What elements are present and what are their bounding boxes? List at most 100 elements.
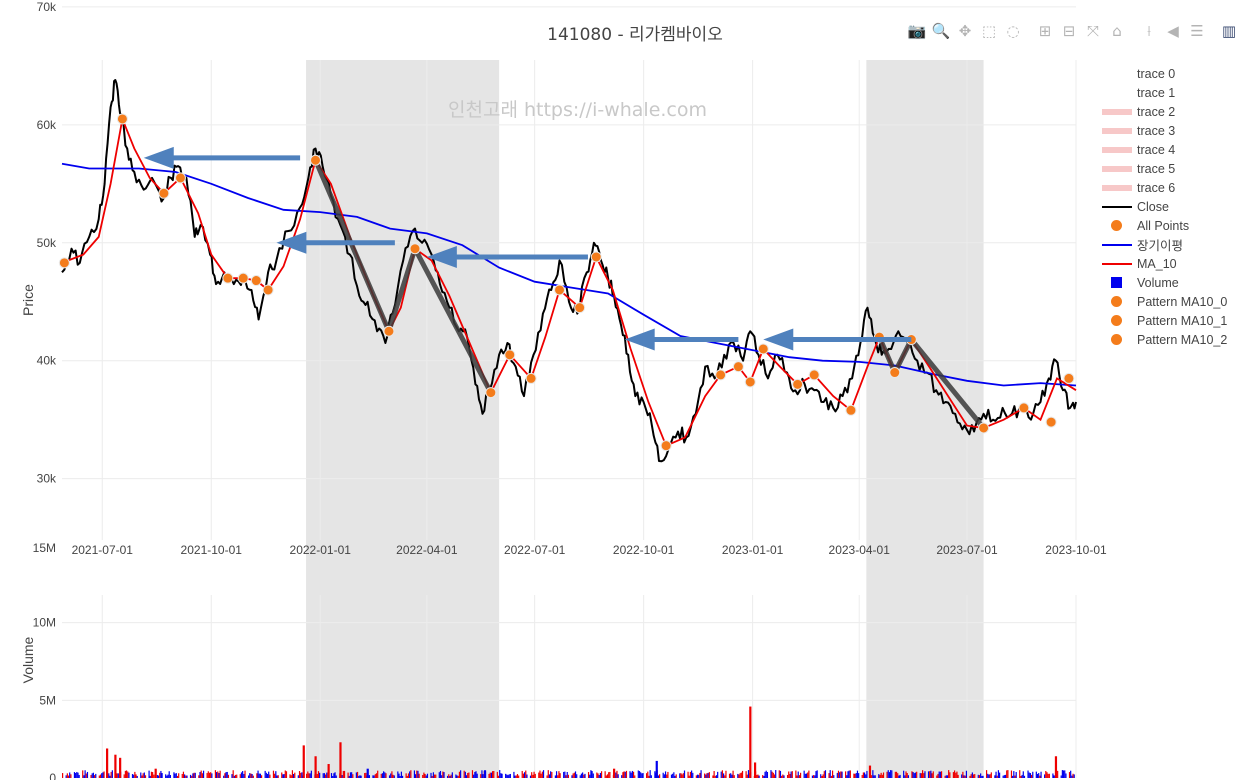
volume-bar-small (647, 771, 649, 778)
pan-icon[interactable]: ✥ (958, 22, 972, 40)
volume-bar-small (592, 773, 594, 778)
pattern-point (222, 272, 234, 284)
volume-bar-small (91, 773, 93, 778)
volume-bar-small (174, 773, 176, 778)
watermark: 인천고래 https://i-whale.com (448, 99, 708, 121)
volume-bar-small (882, 772, 885, 778)
legend-item[interactable]: trace 0 (1100, 64, 1227, 83)
volume-bar-small (839, 772, 841, 778)
volume-bar-small (741, 770, 744, 778)
volume-bar-small (359, 775, 361, 778)
legend-item[interactable]: trace 6 (1100, 178, 1227, 197)
spike-lines-icon[interactable]: ⟊ (1147, 22, 1151, 40)
legend-item[interactable]: trace 1 (1100, 83, 1227, 102)
volume-bar (114, 754, 117, 778)
volume-bar-small (392, 774, 394, 778)
legend-item[interactable]: Volume (1100, 273, 1227, 292)
pattern-point (485, 387, 497, 399)
volume-bar-small (83, 775, 85, 778)
legend-item[interactable]: Close (1100, 197, 1227, 216)
legend-item[interactable]: 장기이평 (1100, 235, 1227, 254)
legend-item[interactable]: trace 2 (1100, 102, 1227, 121)
legend-label: trace 2 (1137, 104, 1176, 119)
volume-bar-small (175, 773, 177, 778)
volume-bar-small (720, 771, 722, 778)
volume-bar-small (76, 771, 78, 778)
volume-bar-small (813, 775, 815, 778)
volume-bar-small (670, 774, 673, 778)
volume-bar-small (924, 771, 926, 778)
zoom-out-icon[interactable]: ⊟ (1062, 22, 1076, 40)
pattern-point (660, 440, 672, 452)
legend-symbol (1100, 121, 1134, 140)
volume-bar-small (691, 770, 693, 778)
volume-bar-small (332, 775, 334, 778)
hover-compare-icon[interactable]: ☰ (1190, 22, 1204, 40)
volume-bar-small (845, 771, 847, 778)
volume-bar-small (589, 774, 591, 778)
volume-bar-small (281, 772, 283, 778)
lasso-select-icon[interactable]: ◌ (1006, 22, 1020, 40)
legend-symbol (1100, 330, 1134, 349)
volume-bar-small (1036, 773, 1039, 778)
camera-icon[interactable]: 📷 (907, 22, 927, 40)
volume-bar-small (631, 770, 633, 778)
legend-item[interactable]: trace 5 (1100, 159, 1227, 178)
volume-bar-small (717, 771, 719, 778)
volume-bar-small (576, 774, 578, 778)
legend-item[interactable]: All Points (1100, 216, 1227, 235)
volume-bar-small (946, 775, 949, 778)
volume-bar-small (645, 773, 648, 778)
volume-bar-small (906, 773, 908, 778)
volume-bar-small (226, 771, 228, 778)
volume-bar-small (193, 772, 195, 778)
volume-bar-small (863, 772, 866, 778)
zoom-icon[interactable]: 🔍 (931, 22, 951, 40)
volume-bar-small (467, 772, 469, 778)
box-select-icon[interactable]: ⬚ (981, 22, 997, 40)
volume-bar-small (274, 773, 276, 778)
volume-bar-small (1052, 773, 1054, 778)
volume-bar-small (922, 770, 924, 778)
volume-bar-small (608, 772, 610, 778)
volume-bar-small (457, 775, 459, 778)
volume-bar-small (178, 773, 180, 778)
volume-bar-small (583, 774, 585, 778)
volume-bar-small (634, 775, 636, 778)
zoom-in-icon[interactable]: ⊞ (1038, 22, 1052, 40)
volume-bar-small (940, 771, 943, 778)
volume-bar-small (600, 771, 603, 778)
plotly-logo-icon[interactable]: ▥ (1221, 22, 1237, 40)
volume-bar-small (377, 770, 379, 778)
volume-bar-small (912, 772, 914, 778)
volume-bar-small (746, 774, 748, 778)
volume-bar-small (563, 771, 565, 778)
volume-bar-small (442, 771, 444, 778)
volume-bar-small (936, 775, 938, 778)
legend-item[interactable]: Pattern MA10_0 (1100, 292, 1227, 311)
volume-bar-small (294, 772, 296, 778)
volume-bar-small (551, 772, 553, 778)
volume-bar-small (317, 771, 320, 778)
hover-closest-icon[interactable]: ◀ (1167, 22, 1179, 40)
volume-bar-small (368, 775, 371, 778)
volume-bar-small (182, 771, 185, 778)
volume-bar-small (775, 770, 777, 778)
legend-item[interactable]: trace 4 (1100, 140, 1227, 159)
volume-bar-small (582, 772, 584, 778)
volume-bar-small (621, 775, 623, 778)
legend-item[interactable]: Pattern MA10_1 (1100, 311, 1227, 330)
volume-bar-small (1040, 771, 1042, 778)
volume-bar-small (1006, 770, 1008, 778)
legend-item[interactable]: trace 3 (1100, 121, 1227, 140)
volume-bar-small (492, 771, 494, 778)
volume-bar-small (640, 772, 642, 778)
autoscale-icon[interactable]: ⤧ (1086, 22, 1099, 40)
legend-item[interactable]: MA_10 (1100, 254, 1227, 273)
legend-item[interactable]: Pattern MA10_2 (1100, 330, 1227, 349)
volume-bar-small (566, 771, 568, 778)
volume-bar-small (622, 772, 624, 778)
volume-bar-small (142, 773, 144, 778)
reset-axes-icon[interactable]: ⌂ (1112, 22, 1122, 40)
volume-bar-small (448, 774, 450, 778)
